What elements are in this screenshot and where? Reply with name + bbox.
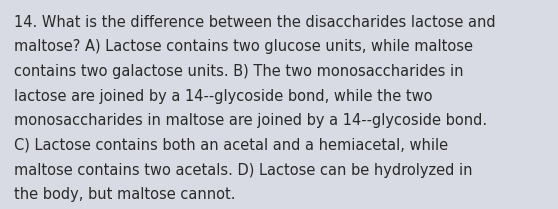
Text: maltose contains two acetals. D) Lactose can be hydrolyzed in: maltose contains two acetals. D) Lactose…	[14, 163, 473, 178]
Text: maltose? A) Lactose contains two glucose units, while maltose: maltose? A) Lactose contains two glucose…	[14, 39, 473, 54]
Text: the body, but maltose cannot.: the body, but maltose cannot.	[14, 187, 235, 202]
Text: C) Lactose contains both an acetal and a hemiacetal, while: C) Lactose contains both an acetal and a…	[14, 138, 448, 153]
Text: contains two galactose units. B) The two monosaccharides in: contains two galactose units. B) The two…	[14, 64, 464, 79]
Text: 14. What is the difference between the disaccharides lactose and: 14. What is the difference between the d…	[14, 15, 496, 30]
Text: monosaccharides in maltose are joined by a 14--glycoside bond.: monosaccharides in maltose are joined by…	[14, 113, 487, 128]
Text: lactose are joined by a 14--glycoside bond, while the two: lactose are joined by a 14--glycoside bo…	[14, 89, 432, 104]
